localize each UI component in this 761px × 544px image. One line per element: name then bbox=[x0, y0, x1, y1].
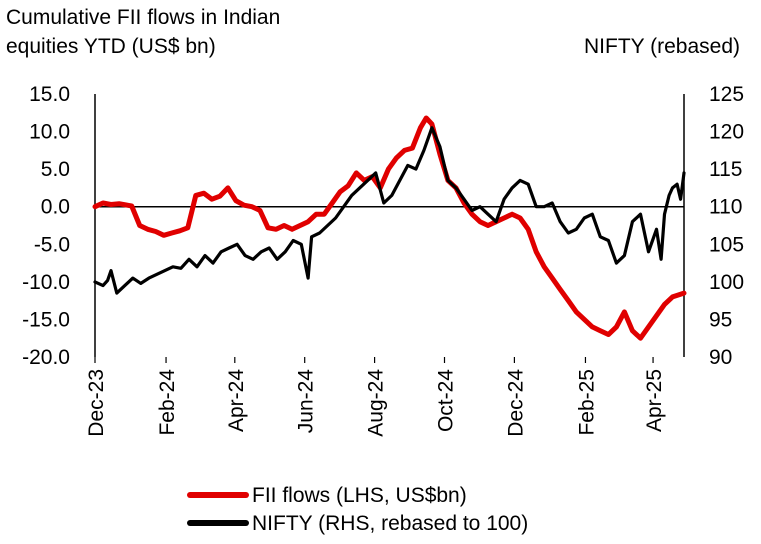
left-axis-tick-label: -5.0 bbox=[34, 233, 70, 256]
legend: FII flows (LHS, US$bn) NIFTY (RHS, rebas… bbox=[187, 484, 528, 535]
left-axis-tick-label: -10.0 bbox=[22, 271, 70, 294]
series-line-fii-flows bbox=[92, 115, 687, 341]
left-axis-tick-label: 10.0 bbox=[29, 121, 70, 144]
x-axis-tick-label: Aug-24 bbox=[365, 369, 388, 437]
right-axis-tick-label: 105 bbox=[709, 233, 744, 256]
left-axis-title-line-1: Cumulative FII flows in Indian bbox=[6, 6, 280, 29]
series-line-nifty bbox=[93, 126, 686, 295]
right-axis-tick-label: 110 bbox=[709, 196, 742, 219]
left-axis-tick-label: 0.0 bbox=[41, 196, 70, 219]
right-axis-tick-labels: 125 120 115 110 105 100 95 90 bbox=[709, 83, 744, 369]
x-axis-tick-label: Jun-24 bbox=[295, 369, 318, 434]
x-axis-tick-label: Dec-24 bbox=[504, 369, 527, 437]
right-axis-tick-label: 125 bbox=[709, 83, 744, 106]
x-axis-tick-labels: Dec-23 Feb-24 Apr-24 Jun-24 Aug-24 Oct-24 Dec-… bbox=[85, 357, 666, 437]
x-axis-tick-label: Oct-24 bbox=[435, 369, 458, 432]
legend-label-nifty: NIFTY (RHS, rebased to 100) bbox=[252, 512, 528, 535]
x-axis-tick-label: Feb-24 bbox=[156, 369, 179, 436]
series-layer bbox=[92, 115, 687, 341]
left-axis-tick-labels: 15.0 10.0 5.0 0.0 -5.0 -10.0 -15.0 -20.0 bbox=[22, 83, 70, 369]
right-axis-tick-label: 100 bbox=[709, 271, 744, 294]
right-axis-tick-label: 120 bbox=[709, 121, 744, 144]
legend-label-fii: FII flows (LHS, US$bn) bbox=[252, 484, 467, 507]
right-axis-tick-label: 95 bbox=[709, 308, 732, 331]
x-axis-tick-label: Apr-24 bbox=[225, 369, 248, 432]
x-axis-tick-label: Feb-25 bbox=[575, 369, 598, 436]
x-axis-tick-label: Dec-23 bbox=[85, 369, 108, 437]
left-axis-title-line-2: equities YTD (US$ bn) bbox=[6, 35, 216, 58]
right-axis-title: NIFTY (rebased) bbox=[584, 35, 740, 58]
x-axis-tick-label: Apr-25 bbox=[643, 369, 666, 432]
right-axis-tick-label: 90 bbox=[709, 346, 732, 369]
left-axis-tick-label: 15.0 bbox=[29, 83, 70, 106]
right-axis-tick-label: 115 bbox=[709, 158, 742, 181]
left-axis-tick-label: -15.0 bbox=[22, 308, 70, 331]
left-axis-tick-label: -20.0 bbox=[22, 346, 70, 369]
left-axis-tick-label: 5.0 bbox=[41, 158, 70, 181]
